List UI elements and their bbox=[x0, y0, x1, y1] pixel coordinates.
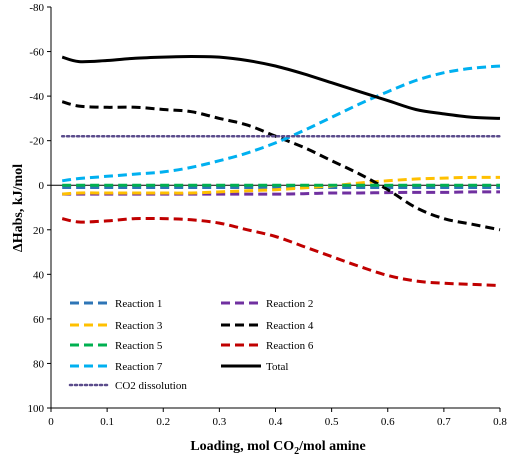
x-axis-title: Loading, mol CO2/mol amine bbox=[190, 439, 365, 457]
legend-label-4: Reaction 4 bbox=[266, 320, 314, 332]
series-lines bbox=[60, 54, 502, 287]
x-axis-title-main: Loading, mol CO bbox=[190, 439, 294, 454]
x-axis-title-tail: /mol amine bbox=[298, 439, 366, 454]
y-tick-label: 100 bbox=[28, 403, 45, 415]
x-tick-label: 0.4 bbox=[269, 416, 283, 428]
series-line-6 bbox=[61, 216, 501, 287]
legend-label-8: Total bbox=[266, 361, 288, 373]
y-tick-label: 20 bbox=[33, 225, 45, 237]
series-line-4 bbox=[61, 100, 501, 232]
legend-label-2: Reaction 2 bbox=[266, 298, 313, 310]
legend-label-6: Reaction 6 bbox=[266, 340, 314, 352]
series-line-8 bbox=[61, 54, 501, 120]
y-tick-label: 60 bbox=[33, 314, 45, 326]
x-tick-label: 0.3 bbox=[213, 416, 227, 428]
legend-label-5: Reaction 5 bbox=[115, 340, 163, 352]
y-tick-label: -80 bbox=[29, 2, 44, 14]
y-tick-label: 80 bbox=[33, 358, 45, 370]
y-tick-label: 40 bbox=[33, 269, 45, 281]
legend-label-3: Reaction 3 bbox=[115, 320, 163, 332]
legend: Reaction 1 Reaction 2 Reaction 3 Reaction 4… bbox=[68, 298, 314, 392]
series-line-3 bbox=[62, 175, 501, 196]
series-line-7 bbox=[61, 64, 501, 183]
x-tick-label: 0.1 bbox=[100, 416, 114, 428]
y-tick-label: -60 bbox=[29, 47, 44, 59]
x-tick-label: 0.5 bbox=[325, 416, 339, 428]
x-tick-label: 0.6 bbox=[381, 416, 395, 428]
y-tick-label: -40 bbox=[29, 91, 44, 103]
y-tick-label: 0 bbox=[39, 180, 45, 192]
x-tick-label: 0.2 bbox=[156, 416, 170, 428]
x-tick-label: 0.8 bbox=[493, 416, 507, 428]
legend-label-1: Reaction 1 bbox=[115, 298, 162, 310]
x-tick-label: 0.7 bbox=[437, 416, 451, 428]
x-tick-label: 0 bbox=[48, 416, 54, 428]
y-tick-label: -20 bbox=[29, 136, 44, 148]
x-axis-title-subscript: 2 bbox=[294, 446, 299, 457]
y-axis-title: ΔHabs, kJ/mol bbox=[11, 164, 26, 252]
legend-label-9: CO2 dissolution bbox=[115, 380, 187, 392]
legend-label-7: Reaction 7 bbox=[115, 361, 163, 373]
